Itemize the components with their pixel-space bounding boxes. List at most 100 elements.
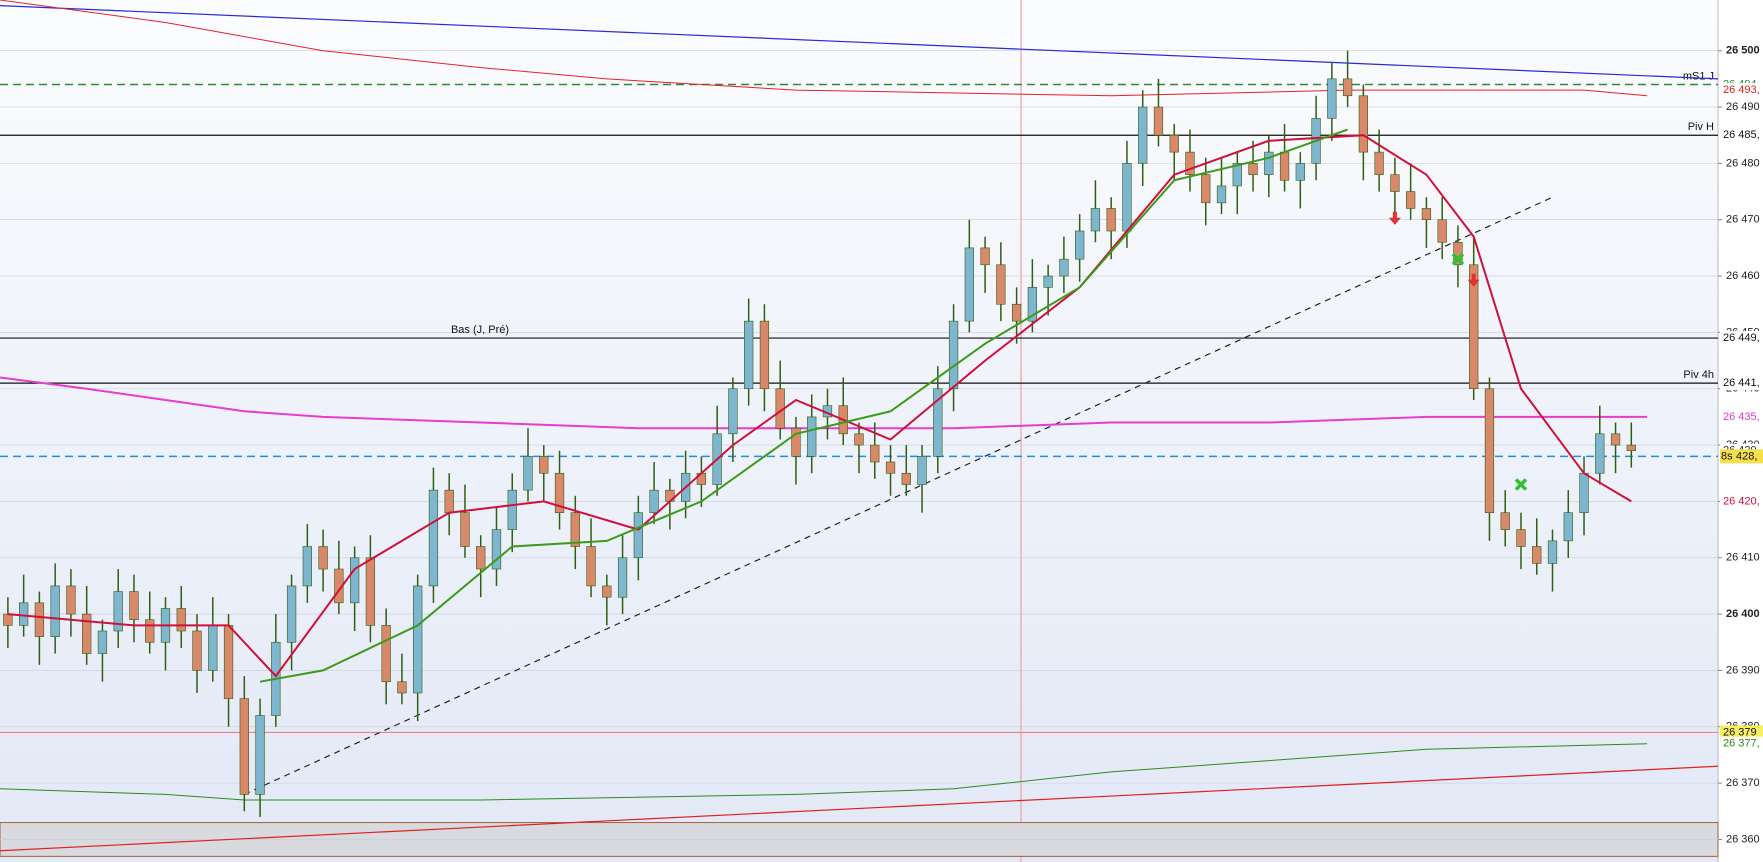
candle-body — [649, 489, 659, 513]
candle-body — [1216, 185, 1227, 204]
candle-body — [1169, 134, 1179, 153]
candle-body — [980, 247, 990, 266]
price-tag — [1720, 494, 1763, 509]
candle-body — [397, 681, 407, 694]
candle-body — [365, 557, 376, 626]
candle-body — [759, 320, 770, 390]
candle-body — [1327, 78, 1337, 119]
price-tag-label: 26 449, — [1723, 332, 1760, 344]
y-tick-label: 26 480 — [1726, 157, 1760, 169]
price-tag — [1720, 376, 1763, 391]
candle-body — [1579, 472, 1589, 513]
candle-body — [476, 546, 486, 570]
price-tag-label: 26 493, — [1723, 84, 1760, 96]
candle-body — [208, 625, 218, 671]
y-tick-label: 26 500 — [1726, 45, 1760, 57]
price-tag — [1720, 736, 1763, 751]
candle-body — [633, 512, 643, 559]
candle-body — [50, 585, 60, 637]
candle-body — [1295, 163, 1305, 181]
y-tick-label: 26 410 — [1726, 552, 1760, 564]
candle-body — [1264, 151, 1274, 175]
candle-body — [34, 602, 45, 637]
candle-body — [381, 625, 391, 683]
candle-body — [1075, 230, 1085, 260]
candle-body — [1437, 219, 1447, 243]
candle-body — [1516, 529, 1526, 547]
y-tick-label: 26 360 — [1726, 833, 1760, 845]
y-tick-label: 26 460 — [1726, 270, 1760, 282]
candle-body — [523, 456, 533, 491]
y-tick-label: 26 400 — [1726, 608, 1760, 620]
trendline — [244, 196, 1553, 795]
axis-background — [1718, 0, 1763, 862]
trendline — [0, 765, 1719, 852]
candle-body — [1626, 444, 1636, 452]
candle-body — [507, 489, 517, 530]
candle-body — [286, 585, 297, 643]
candle-body — [901, 472, 911, 485]
candle-body — [586, 546, 596, 587]
candle-body — [854, 433, 864, 446]
candle-body — [318, 546, 328, 570]
level-label: Piv H — [1688, 121, 1714, 133]
candle-body — [192, 630, 202, 671]
candle-body — [1358, 95, 1369, 153]
candle-body — [1390, 174, 1400, 192]
candle-body — [1090, 208, 1101, 232]
candle-body — [1469, 264, 1479, 390]
candle-body — [948, 320, 959, 390]
candle-body — [1011, 303, 1022, 322]
candle-body — [1406, 191, 1416, 209]
candle-body — [917, 456, 927, 485]
candle-body — [807, 416, 817, 457]
price-tag — [1720, 725, 1763, 740]
overlay-curve — [0, 376, 1648, 430]
candle-body — [1279, 151, 1290, 181]
candle-body — [1547, 540, 1558, 564]
candle-body — [1484, 388, 1495, 513]
candle-body — [428, 489, 439, 587]
candle-body — [1106, 208, 1116, 232]
price-tag-label: 428, — [1736, 450, 1757, 462]
candle-body — [1027, 287, 1038, 322]
price-tag — [1720, 449, 1763, 464]
overlay-curve — [0, 743, 1648, 801]
candle-body — [744, 320, 754, 390]
overlay-curve — [0, 0, 1648, 97]
candle-body — [3, 613, 13, 626]
candle-body — [82, 613, 92, 654]
candle-body — [1043, 275, 1053, 288]
signal-cross — [1451, 252, 1465, 266]
candle-body — [964, 247, 974, 322]
price-tag-label: 26 377, — [1723, 738, 1760, 750]
candle-body — [570, 512, 580, 547]
candle-body — [491, 529, 502, 570]
price-tag-label: 26 441, — [1723, 377, 1760, 389]
y-tick-label: 26 370 — [1726, 777, 1760, 789]
price-tag — [1720, 409, 1763, 424]
trendline — [0, 5, 1719, 80]
candle-body — [1374, 151, 1384, 175]
level-label: Piv 4h — [1683, 369, 1714, 381]
candle-body — [554, 472, 565, 513]
price-tag — [1720, 128, 1763, 143]
candle-body — [728, 388, 738, 435]
candle-body — [460, 512, 470, 547]
candle-body — [1500, 512, 1510, 530]
candle-body — [239, 698, 249, 795]
candle-body — [413, 585, 423, 694]
signal-arrow — [1467, 273, 1480, 287]
candle-body — [996, 264, 1006, 305]
candle-body — [145, 619, 155, 643]
candle-body — [255, 715, 265, 795]
candle-body — [617, 557, 628, 598]
y-tick-label: 26 490 — [1726, 101, 1760, 113]
candle-body — [444, 489, 454, 513]
moving-average — [7, 134, 1632, 678]
candle-body — [349, 557, 360, 604]
candle-body — [539, 456, 549, 474]
level-label: mS1 J — [1683, 70, 1714, 82]
